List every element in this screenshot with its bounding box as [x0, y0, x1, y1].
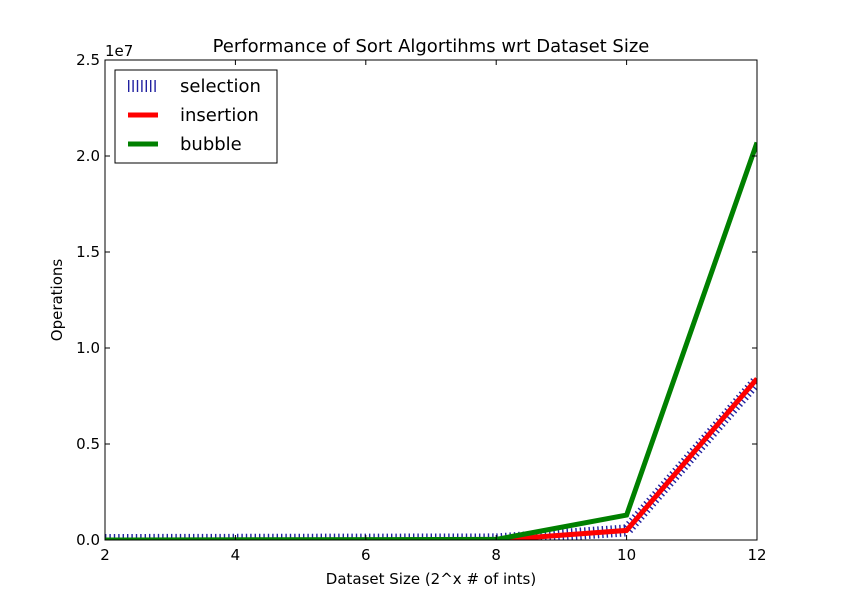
- series-line-bubble: [105, 141, 757, 540]
- x-tick-label: 4: [231, 546, 241, 564]
- chart-title: Performance of Sort Algortihms wrt Datas…: [213, 36, 650, 57]
- y-tick-label: 2.0: [76, 147, 100, 165]
- series-layer: [105, 141, 757, 540]
- y-axis-ticks: 0.0 0.5 1.0 1.5 2.0 2.5: [76, 51, 757, 549]
- x-tick-label: 2: [100, 546, 110, 564]
- legend-label-insertion: insertion: [180, 105, 259, 126]
- y-tick-label: 1.0: [76, 339, 100, 357]
- series-line-insertion: [105, 377, 757, 540]
- plot-frame: [104, 59, 758, 541]
- legend-label-selection: selection: [180, 76, 261, 97]
- legend: selection insertion bubble: [114, 69, 278, 164]
- x-tick-label: 10: [617, 546, 636, 564]
- y-tick-label: 1.5: [76, 243, 100, 261]
- legend-label-bubble: bubble: [180, 134, 242, 155]
- y-tick-label: 2.5: [76, 51, 100, 69]
- x-axis-label: Dataset Size (2^x # of ints): [326, 570, 536, 588]
- y-axis-label: Operations: [48, 259, 66, 342]
- y-tick-label: 0.5: [76, 435, 100, 453]
- y-tick-label: 0.0: [76, 531, 100, 549]
- x-tick-label: 12: [747, 546, 766, 564]
- y-axis-offset-label: 1e7: [105, 42, 133, 60]
- x-axis-ticks: 2 4 6 8 10 12: [100, 60, 767, 564]
- x-tick-label: 8: [491, 546, 501, 564]
- series-line-selection: [105, 376, 757, 540]
- x-tick-label: 6: [361, 546, 371, 564]
